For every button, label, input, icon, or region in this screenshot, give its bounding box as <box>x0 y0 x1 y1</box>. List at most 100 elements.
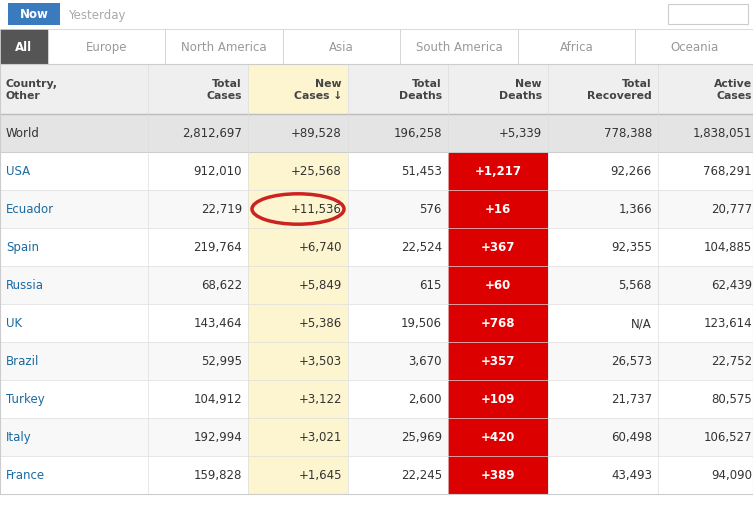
Text: 22,719: 22,719 <box>201 203 242 216</box>
Text: 2,600: 2,600 <box>408 393 442 406</box>
Bar <box>0 191 753 229</box>
Text: 106,527: 106,527 <box>703 431 752 444</box>
Text: 192,994: 192,994 <box>194 431 242 444</box>
Text: France: France <box>6 469 45 482</box>
Bar <box>448 343 548 380</box>
Text: 94,090: 94,090 <box>711 469 752 482</box>
Text: 576: 576 <box>419 203 442 216</box>
Text: 123,614: 123,614 <box>703 317 752 330</box>
Text: +5,386: +5,386 <box>299 317 342 330</box>
Text: 22,524: 22,524 <box>401 241 442 254</box>
Bar <box>448 418 548 456</box>
Bar <box>0 65 753 115</box>
Text: 3,670: 3,670 <box>408 355 442 368</box>
Bar <box>0 153 753 191</box>
Text: +3,021: +3,021 <box>299 431 342 444</box>
Bar <box>0 343 753 380</box>
Text: +420: +420 <box>481 431 515 444</box>
Text: New
Deaths: New Deaths <box>499 79 542 101</box>
Text: +768: +768 <box>480 317 515 330</box>
Bar <box>0 65 753 494</box>
Text: USA: USA <box>6 165 30 178</box>
Bar <box>0 229 753 267</box>
Bar <box>448 153 548 191</box>
Text: All: All <box>16 41 32 54</box>
Bar <box>0 456 753 494</box>
Text: +389: +389 <box>480 469 515 482</box>
Text: 2,812,697: 2,812,697 <box>182 127 242 140</box>
Text: Total
Recovered: Total Recovered <box>587 79 652 101</box>
Text: World: World <box>6 127 40 140</box>
Bar <box>248 229 348 267</box>
Text: Brazil: Brazil <box>6 355 39 368</box>
Bar <box>0 267 753 304</box>
Bar <box>248 65 348 115</box>
Text: Oceania: Oceania <box>670 41 718 54</box>
Bar <box>0 115 753 153</box>
Text: 80,575: 80,575 <box>712 393 752 406</box>
Text: 22,245: 22,245 <box>401 469 442 482</box>
Text: 68,622: 68,622 <box>201 279 242 292</box>
Text: Total
Cases: Total Cases <box>206 79 242 101</box>
Text: Russia: Russia <box>6 279 44 292</box>
Text: N/A: N/A <box>631 317 652 330</box>
Text: Asia: Asia <box>329 41 354 54</box>
Bar <box>248 343 348 380</box>
Text: Yesterday: Yesterday <box>68 9 126 21</box>
Bar <box>248 304 348 343</box>
Bar <box>518 30 636 65</box>
Text: 52,995: 52,995 <box>201 355 242 368</box>
Text: Country,
Other: Country, Other <box>6 79 58 101</box>
Bar <box>8 4 60 26</box>
Bar <box>248 267 348 304</box>
Bar <box>448 229 548 267</box>
Text: Total
Deaths: Total Deaths <box>399 79 442 101</box>
Text: 21,737: 21,737 <box>611 393 652 406</box>
Bar <box>448 380 548 418</box>
Bar <box>48 30 166 65</box>
Text: 104,912: 104,912 <box>194 393 242 406</box>
Text: North America: North America <box>181 41 267 54</box>
Bar <box>248 191 348 229</box>
Text: +1,217: +1,217 <box>474 165 522 178</box>
Text: 62,439: 62,439 <box>711 279 752 292</box>
Text: Europe: Europe <box>86 41 127 54</box>
Text: Italy: Italy <box>6 431 32 444</box>
Text: 43,493: 43,493 <box>611 469 652 482</box>
Text: Africa: Africa <box>560 41 593 54</box>
Text: 143,464: 143,464 <box>194 317 242 330</box>
Text: +11,536: +11,536 <box>291 203 342 216</box>
Text: 778,388: 778,388 <box>604 127 652 140</box>
Bar <box>448 456 548 494</box>
Text: 1,838,051: 1,838,051 <box>693 127 752 140</box>
Bar <box>668 5 748 25</box>
Text: South America: South America <box>416 41 502 54</box>
Bar <box>283 30 401 65</box>
Text: +1,645: +1,645 <box>298 469 342 482</box>
Bar <box>0 0 753 30</box>
Text: Turkey: Turkey <box>6 393 44 406</box>
Text: +357: +357 <box>481 355 515 368</box>
Text: 19,506: 19,506 <box>401 317 442 330</box>
Text: +16: +16 <box>485 203 511 216</box>
Text: 25,969: 25,969 <box>401 431 442 444</box>
Bar <box>448 191 548 229</box>
Text: 5,568: 5,568 <box>619 279 652 292</box>
Text: +5,849: +5,849 <box>299 279 342 292</box>
Bar <box>636 30 753 65</box>
Bar <box>166 30 283 65</box>
Text: +5,339: +5,339 <box>498 127 542 140</box>
Text: 60,498: 60,498 <box>611 431 652 444</box>
Text: 104,885: 104,885 <box>704 241 752 254</box>
Text: +60: +60 <box>485 279 511 292</box>
Text: +6,740: +6,740 <box>298 241 342 254</box>
Text: 20,777: 20,777 <box>711 203 752 216</box>
Bar <box>448 304 548 343</box>
Text: Active
Cases: Active Cases <box>714 79 752 101</box>
Bar <box>0 30 48 65</box>
Bar <box>0 304 753 343</box>
Text: UK: UK <box>6 317 22 330</box>
Text: 1,366: 1,366 <box>618 203 652 216</box>
Text: 26,573: 26,573 <box>611 355 652 368</box>
Text: 196,258: 196,258 <box>394 127 442 140</box>
